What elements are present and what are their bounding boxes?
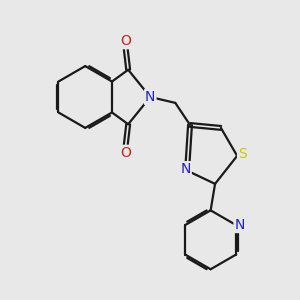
Text: N: N: [145, 90, 155, 104]
Text: N: N: [180, 162, 191, 176]
Text: N: N: [235, 218, 245, 232]
Text: O: O: [120, 34, 131, 48]
Text: S: S: [238, 147, 247, 161]
Text: O: O: [120, 146, 131, 160]
